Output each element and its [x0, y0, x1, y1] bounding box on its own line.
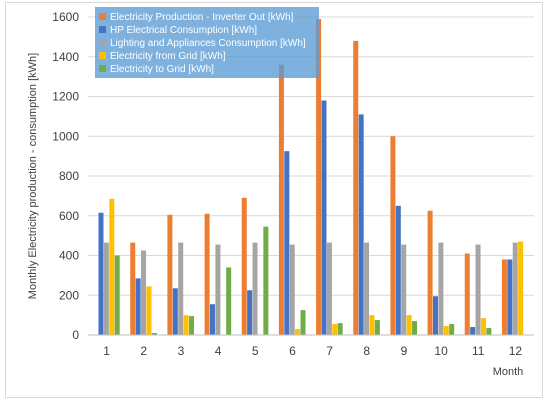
x-tick-label: 1	[103, 344, 110, 358]
y-tick-label: 800	[59, 169, 79, 183]
legend: Electricity Production - Inverter Out [k…	[95, 7, 319, 78]
bar	[507, 259, 513, 335]
bar	[395, 205, 401, 335]
bar	[321, 100, 327, 335]
bar	[390, 136, 396, 335]
y-tick-label: 600	[59, 209, 79, 223]
bar	[518, 241, 524, 335]
y-tick-label: 1000	[52, 129, 79, 143]
x-axis-title: Month	[493, 366, 524, 378]
bar	[358, 114, 364, 335]
bar	[475, 244, 481, 335]
bar	[114, 255, 120, 335]
bar	[432, 296, 438, 335]
bar	[215, 244, 221, 335]
bar	[374, 320, 380, 335]
x-tick-label: 6	[289, 344, 296, 358]
x-tick-label: 5	[252, 344, 259, 358]
bar	[326, 242, 332, 335]
bar	[295, 329, 301, 335]
bar	[364, 242, 370, 335]
legend-swatch	[99, 26, 106, 33]
bar	[103, 242, 109, 335]
x-tick-label: 2	[140, 344, 147, 358]
bar	[151, 333, 157, 335]
bar	[278, 64, 284, 335]
bar	[353, 40, 359, 335]
bar	[109, 198, 115, 335]
x-tick-labels: 1 2 3 4 5 6 7 8 9 10 11 12	[103, 344, 522, 358]
bar	[263, 226, 269, 335]
bar	[98, 212, 104, 335]
bar	[226, 267, 232, 335]
bar	[332, 324, 338, 335]
bar	[167, 214, 173, 335]
y-tick-label: 200	[59, 288, 79, 302]
bar	[501, 259, 507, 335]
x-tick-label: 4	[215, 344, 222, 358]
bar	[512, 242, 518, 335]
y-axis-title: Monthly Electricity production - consump…	[27, 53, 39, 299]
legend-label: Electricity from Grid [kWh]	[110, 51, 226, 62]
bar	[427, 210, 433, 335]
x-tick-label: 12	[509, 344, 523, 358]
bar	[130, 242, 136, 335]
legend-label: HP Electrical Consumption [kWh]	[110, 25, 257, 36]
legend-background	[95, 7, 319, 78]
bar	[172, 288, 178, 335]
y-tick-label: 400	[59, 249, 79, 263]
legend-items: Electricity Production - Inverter Out [k…	[99, 12, 306, 75]
bar	[146, 286, 152, 335]
x-tick-label: 9	[401, 344, 408, 358]
bar	[209, 304, 215, 335]
y-tick-label: 0	[72, 328, 79, 342]
bar	[241, 197, 247, 335]
bar	[401, 244, 407, 335]
bar	[204, 213, 210, 335]
legend-swatch	[99, 39, 106, 46]
y-tick-labels: 0 200 400 600 800 1000 1200 1400 1600	[52, 10, 79, 342]
y-tick-label: 1600	[52, 10, 79, 24]
bar	[443, 326, 449, 335]
legend-label: Electricity Production - Inverter Out [k…	[110, 12, 294, 23]
bar	[438, 242, 444, 335]
bar	[316, 18, 322, 336]
bar	[300, 310, 306, 335]
bar	[178, 242, 184, 335]
bar	[406, 315, 412, 335]
bar	[189, 316, 195, 335]
bar	[486, 328, 492, 335]
legend-swatch	[99, 13, 106, 20]
bar	[284, 151, 290, 335]
bar	[470, 327, 476, 335]
x-tick-label: 7	[326, 344, 333, 358]
bar	[337, 323, 343, 335]
y-tick-label: 1200	[52, 90, 79, 104]
bar	[369, 315, 375, 335]
bar	[412, 321, 418, 335]
legend-swatch	[99, 52, 106, 59]
bar	[480, 318, 486, 335]
bars	[98, 18, 524, 336]
x-tick-label: 11	[472, 344, 485, 358]
bar	[247, 290, 253, 335]
bar	[289, 244, 295, 335]
bar	[183, 315, 189, 335]
legend-label: Lighting and Appliances Consumption [kWh…	[110, 38, 306, 49]
y-tick-label: 1400	[52, 50, 79, 64]
x-tick-label: 10	[434, 344, 448, 358]
bar	[252, 242, 258, 335]
x-tick-label: 3	[178, 344, 185, 358]
bar	[464, 253, 470, 335]
legend-swatch	[99, 65, 106, 72]
legend-label: Electricity to Grid [kWh]	[110, 64, 214, 75]
bar	[449, 324, 455, 335]
x-tick-label: 8	[363, 344, 370, 358]
bar	[135, 278, 141, 335]
bar	[141, 250, 147, 335]
